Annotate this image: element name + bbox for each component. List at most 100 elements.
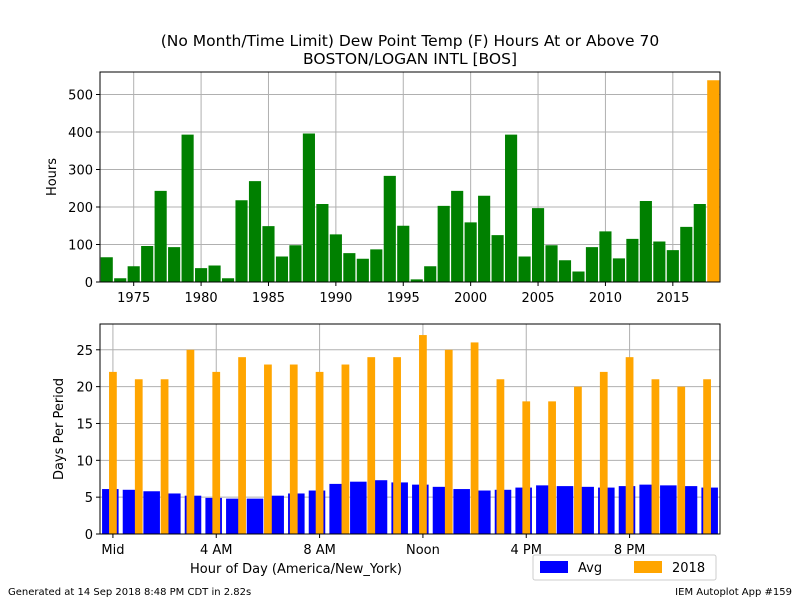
top-chart-y-ticks: 0 100 200 300 400 500 bbox=[68, 89, 100, 291]
year2018-bar-hour-17 bbox=[548, 401, 556, 534]
year-bar-2002 bbox=[491, 235, 504, 282]
year-bar-1984 bbox=[248, 181, 262, 282]
top-chart-subtitle: BOSTON/LOGAN INTL [BOS] bbox=[303, 50, 517, 68]
top-chart-bars bbox=[100, 80, 720, 282]
year2018-bar-hour-9 bbox=[341, 364, 350, 534]
year-bar-1977 bbox=[154, 190, 167, 282]
top-x-tick-label: 1985 bbox=[252, 291, 285, 306]
year-bar-1978 bbox=[168, 247, 181, 282]
year-bar-2010 bbox=[599, 231, 612, 282]
year-bar-1996 bbox=[410, 279, 423, 282]
bottom-y-tick-label: 10 bbox=[76, 454, 93, 469]
year-bar-2008 bbox=[572, 271, 585, 282]
year-bar-1982 bbox=[221, 278, 235, 282]
legend: Avg 2018 bbox=[532, 554, 717, 581]
year-bar-2007 bbox=[558, 260, 572, 282]
avg-bar-2 bbox=[143, 491, 160, 534]
year-bar-2016 bbox=[680, 226, 693, 282]
top-chart-x-ticks: 1975 1980 1985 1990 1995 2000 2005 2010 2015 bbox=[117, 282, 689, 306]
top-x-tick-label: 1990 bbox=[319, 291, 352, 306]
year-bar-1991 bbox=[343, 253, 356, 282]
top-x-tick-label: 2000 bbox=[454, 291, 487, 306]
year-bar-1990 bbox=[329, 234, 342, 282]
year2018-bar-hour-13 bbox=[444, 349, 453, 534]
legend-2018-label: 2018 bbox=[672, 561, 705, 576]
top-x-tick-label: 1980 bbox=[185, 291, 218, 306]
year-bar-1974 bbox=[114, 278, 127, 282]
bottom-x-tick-label: 8 PM bbox=[614, 543, 645, 558]
year-bar-2015 bbox=[666, 250, 679, 282]
year-bar-1976 bbox=[141, 246, 154, 282]
year2018-bar-hour-8 bbox=[315, 371, 324, 534]
avg-bar-17 bbox=[453, 489, 470, 534]
bottom-y-tick-label: 20 bbox=[76, 381, 93, 396]
year-bar-1980 bbox=[195, 268, 208, 282]
bottom-chart-y-ticks: 0 5 10 15 20 25 bbox=[76, 344, 100, 543]
year-bar-2014 bbox=[653, 241, 666, 282]
year2018-bar-hour-0 bbox=[109, 371, 117, 534]
year-bar-2004 bbox=[518, 256, 531, 282]
bottom-chart-bars bbox=[102, 335, 718, 534]
year2018-bar-hour-18 bbox=[574, 386, 582, 534]
bottom-x-tick-label: 8 AM bbox=[303, 543, 336, 558]
year-bar-1997 bbox=[424, 266, 437, 282]
top-chart-ylabel: Hours bbox=[45, 158, 60, 196]
bottom-x-tick-label: 4 AM bbox=[200, 543, 233, 558]
year2018-bar-hour-1 bbox=[134, 379, 143, 534]
year-bar-1979 bbox=[181, 134, 194, 282]
year-bar-2011 bbox=[612, 258, 625, 282]
top-chart-frame bbox=[99, 71, 721, 283]
footer-generated-text: Generated at 14 Sep 2018 8:48 PM CDT in … bbox=[8, 587, 251, 598]
year2018-bar-hour-4 bbox=[212, 371, 221, 534]
year-bar-2003 bbox=[505, 134, 518, 282]
bottom-chart-xlabel: Hour of Day (America/New_York) bbox=[190, 562, 402, 577]
year2018-bar-hour-23 bbox=[703, 379, 711, 534]
bottom-x-tick-label: Mid bbox=[101, 543, 124, 558]
top-y-tick-label: 500 bbox=[68, 89, 93, 104]
top-x-tick-label: 1995 bbox=[387, 291, 420, 306]
top-y-tick-label: 400 bbox=[68, 126, 93, 141]
top-chart: (No Month/Time Limit) Dew Point Temp (F)… bbox=[45, 32, 721, 306]
year-bar-2012 bbox=[626, 238, 639, 282]
top-y-tick-label: 100 bbox=[68, 239, 93, 254]
year2018-bar-hour-3 bbox=[186, 349, 195, 534]
legend-avg-swatch bbox=[540, 561, 568, 573]
year-bar-2006 bbox=[545, 245, 558, 282]
year-bar-2009 bbox=[585, 247, 599, 282]
year-bar-1989 bbox=[316, 204, 329, 282]
top-x-tick-label: 2005 bbox=[521, 291, 554, 306]
year2018-bar-hour-16 bbox=[522, 401, 531, 534]
year-bar-2005 bbox=[531, 208, 545, 282]
bottom-chart-frame bbox=[99, 323, 721, 535]
year2018-bar-hour-20 bbox=[625, 357, 634, 534]
year2018-bar-hour-22 bbox=[677, 386, 686, 534]
bottom-y-tick-label: 0 bbox=[85, 528, 93, 543]
year-bar-2018 bbox=[707, 80, 720, 282]
bottom-chart-ylabel: Days Per Period bbox=[52, 378, 67, 480]
top-y-tick-label: 300 bbox=[68, 164, 93, 179]
year-bar-2017 bbox=[693, 204, 706, 282]
year-bar-2013 bbox=[639, 201, 652, 282]
bottom-y-tick-label: 15 bbox=[76, 417, 93, 432]
top-y-tick-label: 200 bbox=[68, 201, 93, 216]
year-bar-1983 bbox=[235, 200, 248, 282]
legend-avg-label: Avg bbox=[578, 561, 602, 576]
year-bar-1995 bbox=[397, 225, 410, 282]
top-x-tick-label: 2010 bbox=[589, 291, 622, 306]
year-bar-1988 bbox=[302, 133, 315, 282]
top-x-tick-label: 1975 bbox=[117, 291, 150, 306]
bottom-chart-x-ticks: Mid 4 AM 8 AM Noon 4 PM 8 PM bbox=[101, 534, 645, 558]
year2018-bar-hour-11 bbox=[393, 357, 401, 534]
year2018-bar-hour-21 bbox=[651, 379, 660, 534]
top-x-tick-label: 2015 bbox=[656, 291, 689, 306]
year2018-bar-hour-19 bbox=[599, 371, 608, 534]
legend-box bbox=[532, 554, 717, 581]
year-bar-1998 bbox=[437, 205, 450, 282]
year-bar-1999 bbox=[451, 190, 464, 282]
year2018-bar-hour-5 bbox=[238, 357, 246, 534]
top-chart-title: (No Month/Time Limit) Dew Point Temp (F)… bbox=[161, 32, 660, 50]
year2018-bar-hour-10 bbox=[367, 357, 376, 534]
year2018-bar-hour-15 bbox=[496, 379, 505, 534]
year-bar-1973 bbox=[100, 257, 113, 282]
